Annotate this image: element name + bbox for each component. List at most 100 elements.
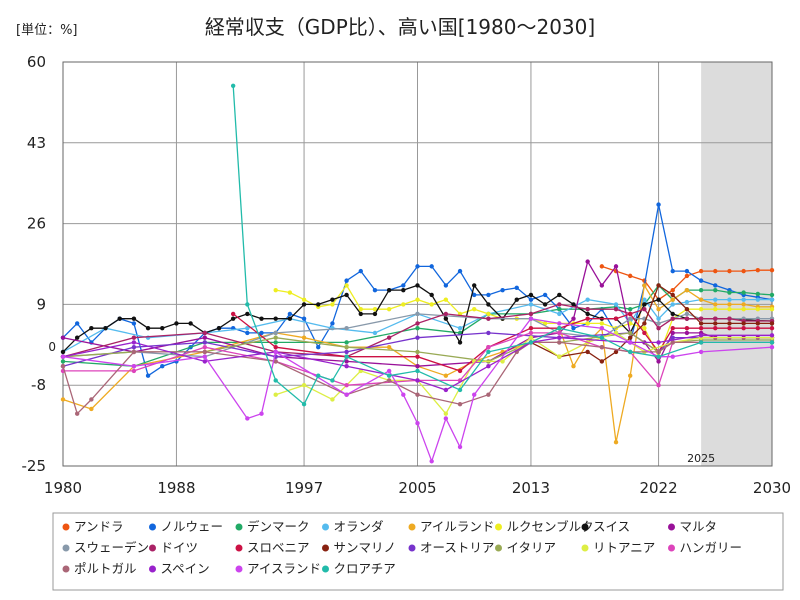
data-point [174, 321, 179, 326]
data-point [259, 330, 264, 336]
data-point [401, 287, 406, 293]
series-path [232, 85, 772, 406]
data-point [358, 306, 363, 312]
data-point [316, 373, 321, 378]
data-point [642, 330, 647, 336]
x-tick-label: 2013 [512, 479, 550, 497]
data-point [60, 397, 66, 402]
data-point [443, 283, 449, 288]
axis-labels: -25 -8 9 26 43 60 0 1980 1988 1997 2005 2013 2022 203… [22, 53, 792, 497]
legend-marker [408, 523, 416, 531]
legend-marker [149, 544, 156, 552]
data-point [670, 330, 675, 336]
data-point [585, 297, 590, 302]
data-point [656, 306, 661, 312]
data-point [472, 306, 477, 312]
data-point [245, 311, 250, 317]
data-point [769, 267, 775, 273]
legend-label: リトアニア [593, 540, 655, 555]
legend-label: マルタ [680, 519, 718, 534]
data-point [245, 330, 250, 336]
data-point [316, 302, 321, 307]
data-point [727, 268, 732, 274]
data-point [500, 287, 505, 293]
data-point [741, 306, 746, 312]
legend-item: ハンガリー [668, 540, 742, 555]
data-point [60, 359, 66, 364]
data-point [755, 306, 761, 312]
data-point [755, 267, 761, 273]
data-point [628, 330, 633, 336]
data-point [344, 349, 349, 355]
data-point [557, 311, 562, 317]
data-point [372, 330, 378, 336]
data-point [457, 444, 463, 450]
data-point [698, 287, 704, 293]
data-point [386, 335, 392, 340]
legend-marker [322, 544, 329, 552]
data-point [599, 264, 605, 269]
data-point [571, 363, 576, 369]
data-point [273, 335, 278, 340]
data-point [273, 378, 278, 383]
data-point [698, 325, 704, 331]
legend-marker [581, 544, 589, 552]
legend-label: スウェーデン [74, 540, 149, 555]
data-point [273, 359, 278, 364]
data-point [713, 302, 718, 307]
data-point [415, 264, 420, 269]
data-point [769, 344, 775, 350]
data-point [684, 316, 690, 321]
data-point [415, 325, 420, 331]
legend-marker [62, 565, 70, 573]
data-point [670, 354, 675, 359]
data-point [245, 325, 250, 331]
data-point [599, 335, 605, 340]
x-tick-label: 1997 [285, 479, 323, 497]
data-point [301, 316, 307, 321]
data-point [344, 383, 349, 388]
data-point [386, 378, 392, 383]
legend: アンドラ ノルウェー デンマーク オランダ アイルランド ルクセンブルク スイス マルタスウェ… [62, 519, 742, 576]
legend-label: スペイン [161, 561, 210, 576]
data-point [557, 292, 562, 298]
data-point [628, 373, 633, 378]
data-point [415, 368, 420, 374]
legend-item: リトアニア [581, 540, 655, 555]
data-point [741, 297, 746, 302]
data-point [386, 344, 392, 350]
data-point [557, 335, 562, 340]
data-point [656, 202, 661, 207]
data-point [684, 306, 690, 312]
data-point [628, 273, 633, 279]
data-point [585, 311, 590, 317]
data-point [557, 354, 562, 359]
data-point [202, 340, 207, 345]
data-point [216, 325, 222, 331]
data-point [344, 359, 349, 364]
legend-marker [235, 523, 243, 531]
grid [62, 61, 773, 467]
x-tick-label: 1988 [157, 479, 195, 497]
data-point [684, 273, 690, 279]
legend-marker [62, 544, 70, 552]
data-point [528, 325, 534, 331]
legend-label: ノルウェー [161, 519, 224, 534]
data-point [698, 340, 704, 345]
data-point [656, 283, 661, 288]
y-tick-label: -8 [31, 376, 46, 394]
data-point [344, 392, 349, 397]
data-point [415, 378, 420, 383]
legend-item: マルタ [668, 519, 717, 534]
data-point [500, 359, 505, 364]
data-point [613, 264, 619, 269]
data-point [698, 333, 704, 338]
data-point [613, 330, 619, 336]
data-point [727, 316, 732, 321]
data-point [131, 316, 137, 321]
data-point [528, 297, 534, 302]
series-line [230, 83, 775, 407]
data-point [656, 297, 661, 302]
data-point [443, 416, 449, 421]
data-point [117, 316, 122, 321]
